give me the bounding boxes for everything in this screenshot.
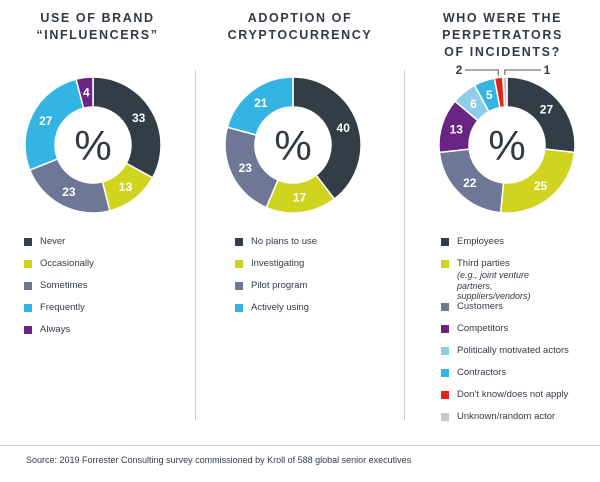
legend-swatch [235,282,243,290]
legend-label: Always [40,324,71,335]
slice-value-label: 33 [132,111,146,125]
legend-label: Employees [457,236,504,247]
legend-label: Customers [457,301,503,312]
legend-item: Employees [441,236,504,248]
legend-swatch [441,325,449,333]
slice-value-label: 2 [456,63,463,77]
leader-line [504,69,541,76]
legend-label: Unknown/random actor [457,411,556,422]
legend-label: Investigating [251,258,305,269]
slice-value-label: 1 [544,63,551,77]
chart-panel-brand-influencers: USE OF BRAND “INFLUENCERS” 33 13 23 27 4% Ne… [0,0,195,440]
legend-item: Politically motivated actors [441,345,569,357]
donut-center-label: % [488,122,525,169]
legend-swatch [441,391,449,399]
legend-swatch [441,238,449,246]
legend-swatch [24,260,32,268]
legend-item: Frequently [24,302,85,314]
legend-item: Actively using [235,302,309,314]
legend-item: Sometimes [24,280,88,292]
slice-value-label: 40 [337,121,351,135]
slice-value-label: 4 [83,85,90,99]
legend-swatch [235,304,243,312]
legend-swatch [441,260,449,268]
donut-slice [292,76,362,201]
slice-value-label: 17 [293,191,307,205]
donut-center-label: % [274,122,311,169]
slice-value-label: 5 [486,88,493,102]
legend-label: Politically motivated actors [457,345,569,356]
slice-value-label: 13 [119,180,133,194]
legend-item: Pilot program [235,280,308,292]
legend-item: Never [24,236,65,248]
legend-swatch [235,238,243,246]
legend-item: Don’t know/does not apply [441,389,568,401]
legend-note: (e.g., joint venture partners, suppliers… [457,270,531,301]
panel-divider [404,70,405,420]
legend-item: Investigating [235,258,304,270]
legend-item: Contractors [441,367,506,379]
legend-label: Contractors [457,367,507,378]
legend-label: Frequently [40,302,85,313]
slice-value-label: 21 [254,96,268,110]
legend-swatch [24,282,32,290]
donut-slice [75,76,94,110]
legend-swatch [24,304,32,312]
donut-chart: 27 25 22 13 65 2 1% [438,63,576,214]
legend-item: No plans to use [235,236,317,248]
legend-swatch [441,347,449,355]
legend-swatch [441,369,449,377]
legend-label: Sometimes [40,280,88,291]
donut-slice [226,76,294,136]
slice-value-label: 27 [540,103,554,117]
slice-value-label: 27 [39,114,53,128]
slice-value-label: 13 [450,123,464,137]
slice-value-label: 23 [62,185,76,199]
legend-item: Competitors [441,323,508,335]
donut-center-label: % [74,122,111,169]
legend-item: Always [24,324,70,336]
source-note: Source: 2019 Forrester Consulting survey… [26,455,412,465]
chart-title: USE OF BRAND “INFLUENCERS” [36,11,159,42]
legend-label: No plans to use [251,236,318,247]
donut-chart: 40 17 23 21% [224,76,362,214]
chart-panel-perpetrators: WHO WERE THE PERPETRATORS OF INCIDENTS? … [405,0,600,440]
legend-swatch [441,413,449,421]
legend-label: Pilot program [251,280,308,291]
legend-item: Occasionally [24,258,94,270]
legend-swatch [24,326,32,334]
legend-swatch [235,260,243,268]
legend-item: Third parties (e.g., joint venture partne… [441,258,531,302]
slice-value-label: 25 [534,179,548,193]
slice-value-label: 6 [470,97,477,111]
legend-item: Unknown/random actor [441,411,555,423]
legend-label: Competitors [457,323,509,334]
donut-slice [92,76,162,179]
legend-label: Actively using [251,302,310,313]
slice-value-label: 22 [463,176,477,190]
legend-label: Don’t know/does not apply [457,389,569,400]
leader-line [465,69,499,76]
slice-value-label: 23 [239,161,253,175]
legend-item: Customers [441,301,503,313]
chart-title: ADOPTION OF CRYPTOCURRENCY [227,11,373,42]
legend-label: Third parties (e.g., joint venture partne… [457,258,531,301]
chart-title: WHO WERE THE PERPETRATORS OF INCIDENTS? [442,11,563,59]
legend-label: Occasionally [40,258,94,269]
legend-swatch [441,303,449,311]
donut-chart: 33 13 23 27 4% [24,76,162,214]
chart-panel-cryptocurrency: ADOPTION OF CRYPTOCURRENCY 40 17 23 21% No … [196,0,404,440]
footer-rule [0,445,600,446]
donut-slice [501,76,508,108]
legend-label: Never [40,236,66,247]
panel-divider [195,70,196,420]
legend-swatch [24,238,32,246]
